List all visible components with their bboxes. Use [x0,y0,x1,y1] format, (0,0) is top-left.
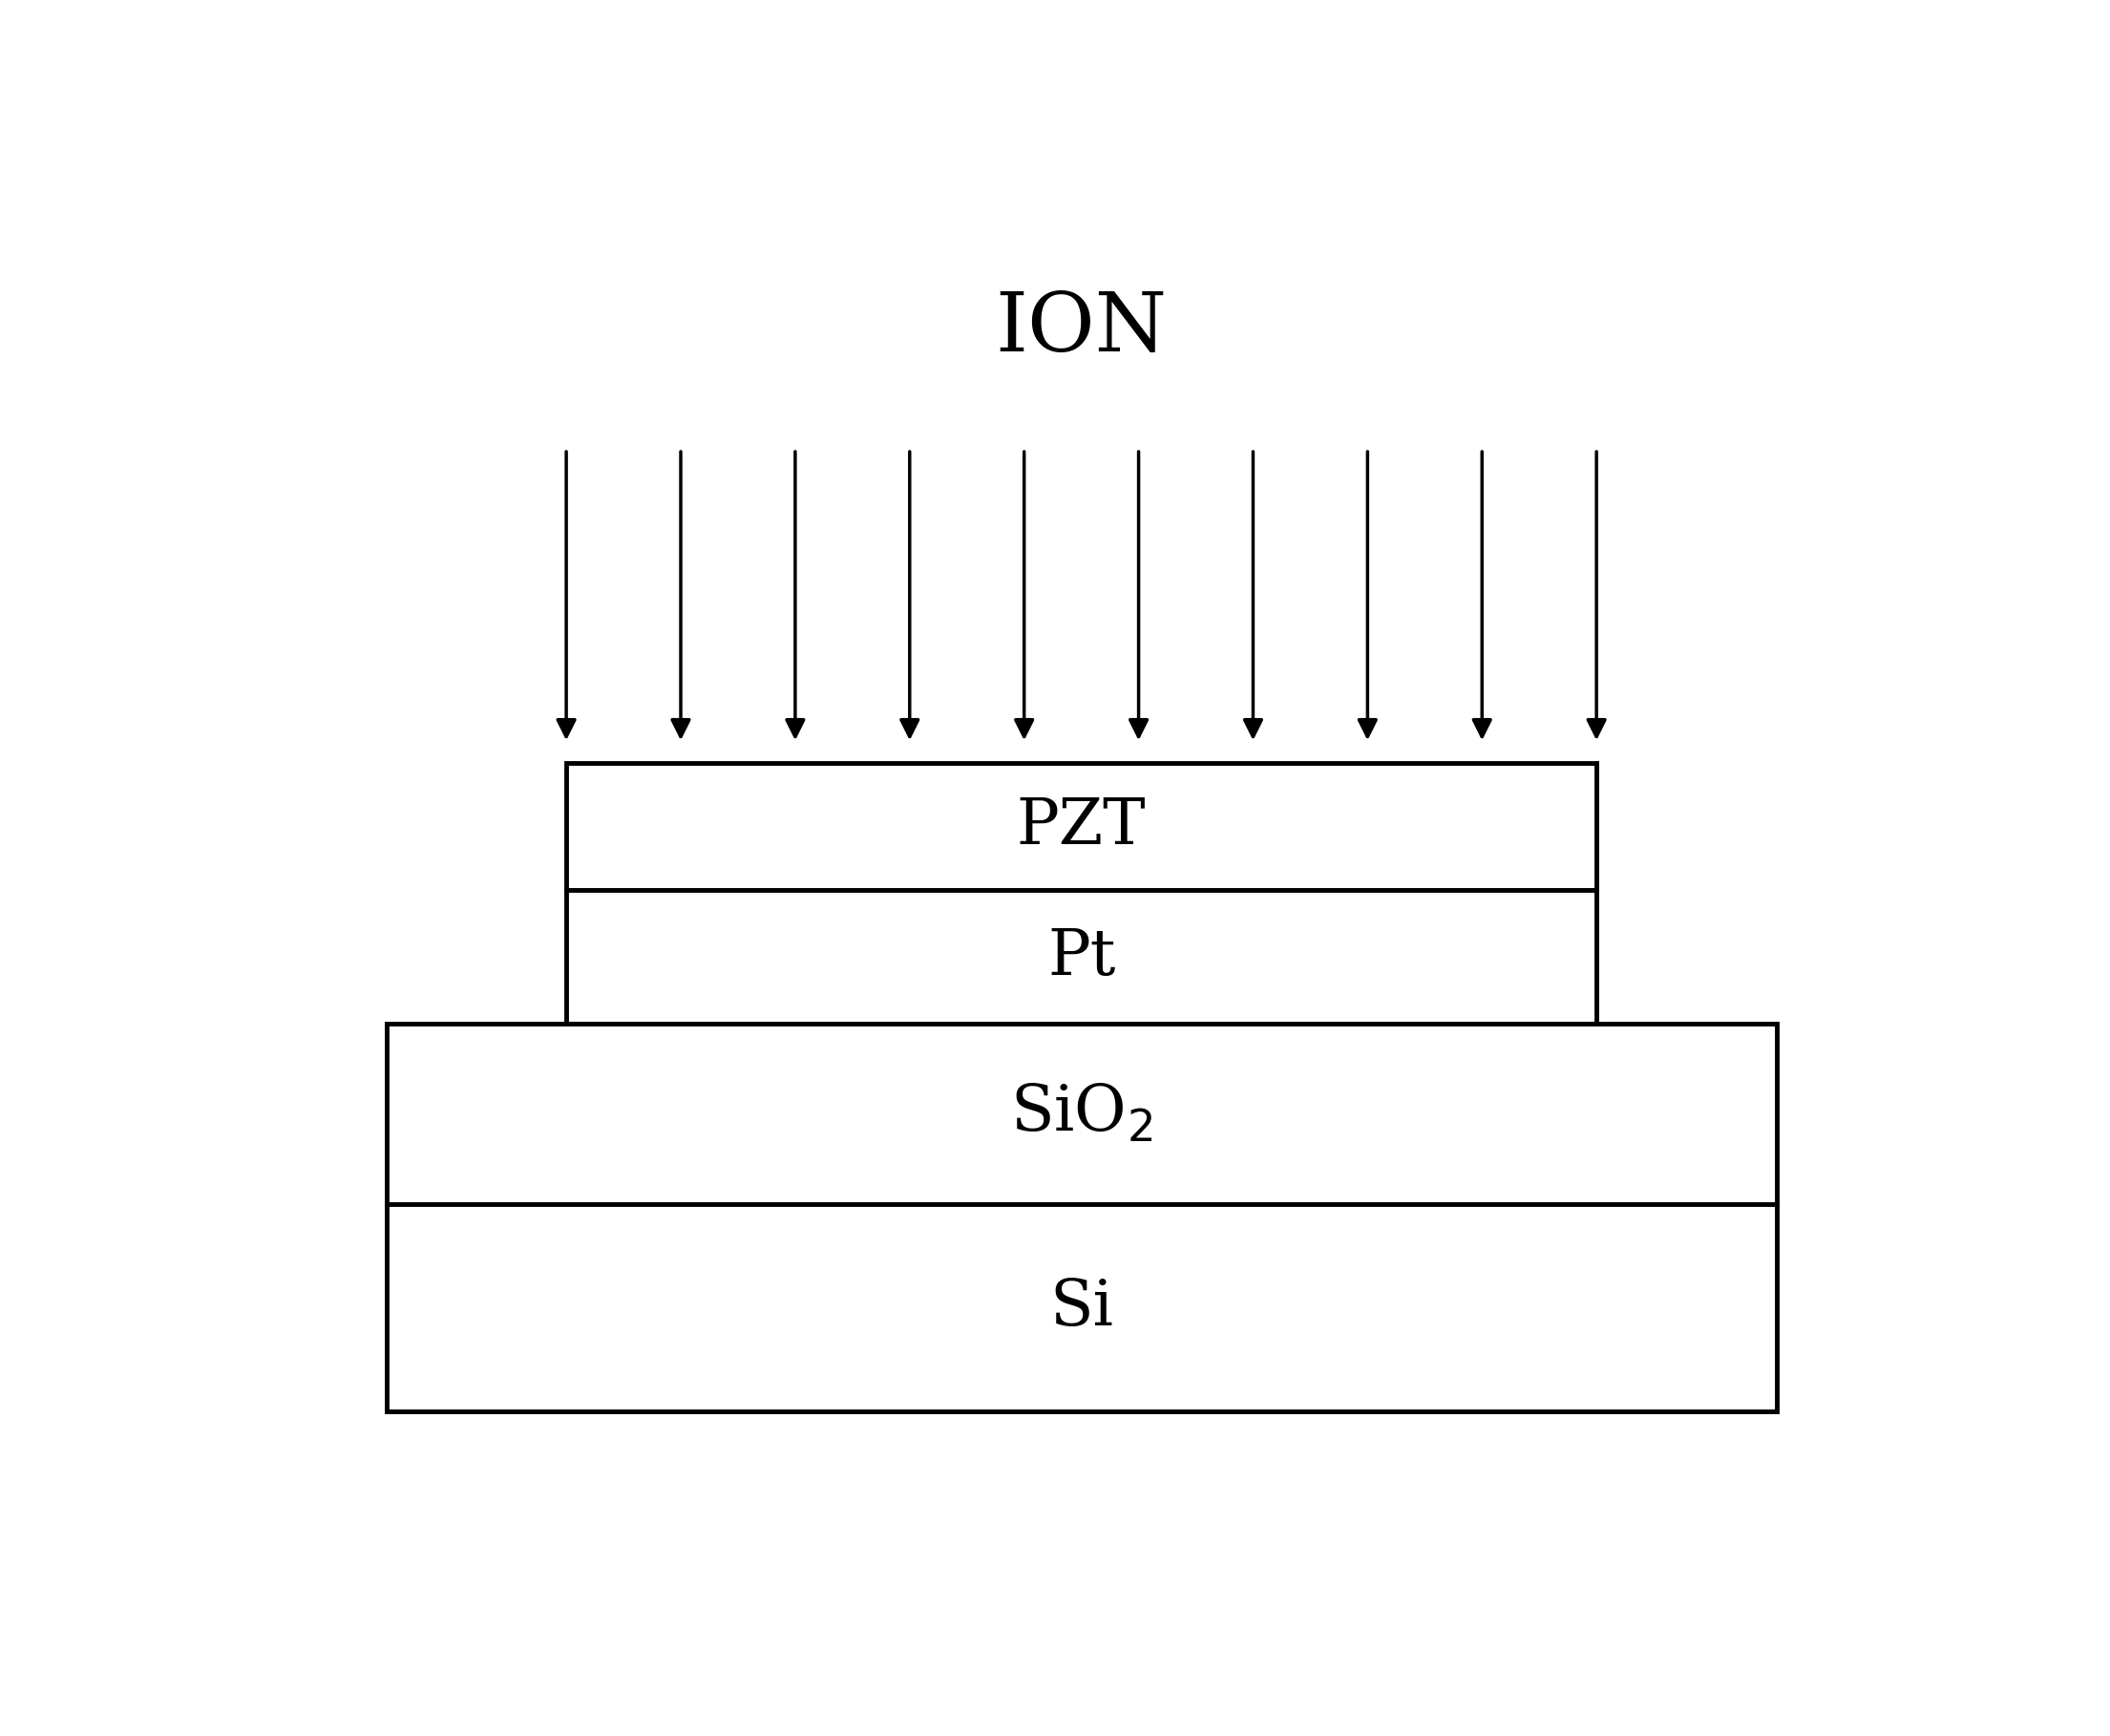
Text: Si: Si [1049,1276,1114,1338]
Text: Pt: Pt [1047,925,1116,988]
Text: SiO$_2$: SiO$_2$ [1011,1083,1152,1146]
Text: ION: ION [996,288,1167,368]
Bar [386,1205,1777,1411]
Bar [565,764,1597,891]
Bar [565,891,1597,1024]
Text: PZT: PZT [1017,795,1146,858]
Bar [386,1024,1777,1205]
